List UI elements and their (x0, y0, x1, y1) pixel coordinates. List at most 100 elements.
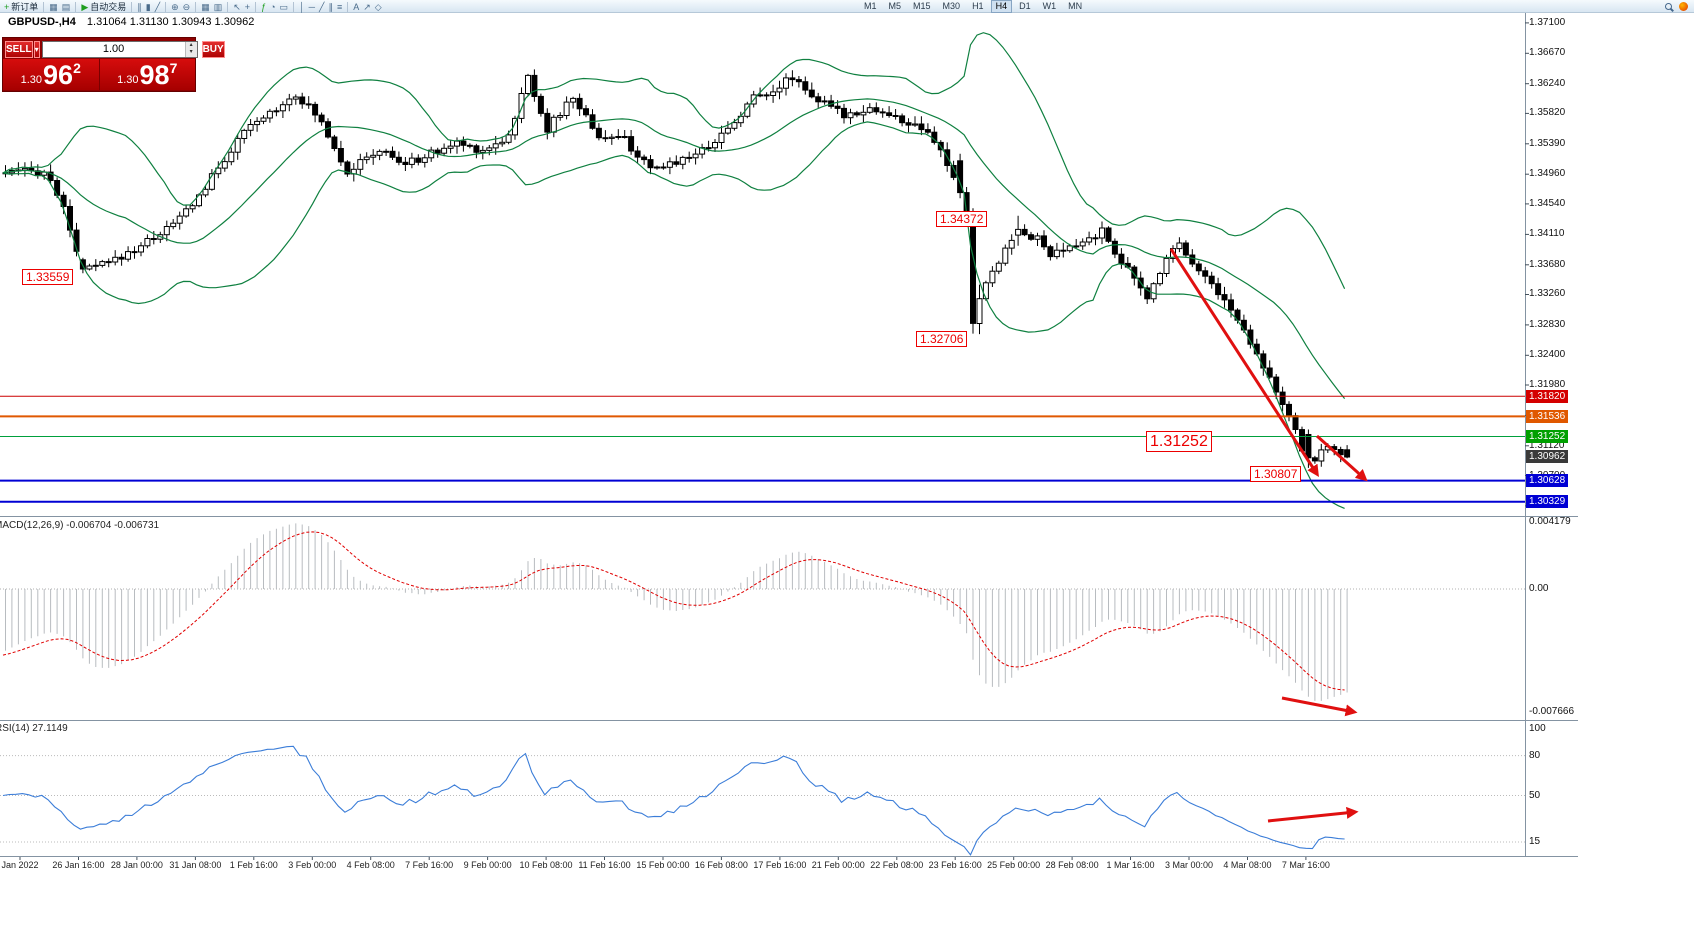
order-mode-dropdown[interactable]: ▾ (33, 40, 40, 58)
indicators-icon-glyph: ƒ (261, 1, 267, 12)
line-chart-icon-glyph: ╱ (154, 1, 161, 12)
macd-panel (0, 523, 1525, 701)
notification-icon[interactable] (1679, 2, 1688, 11)
line-chart-icon[interactable]: ╱ (153, 0, 162, 13)
crosshair-icon[interactable]: + (243, 0, 252, 13)
toolbar-separator (131, 1, 133, 12)
fibonacci-icon[interactable]: ≡ (335, 0, 344, 13)
timeframe-button-w1[interactable]: W1 (1042, 1, 1057, 11)
arrow-object-icon[interactable]: ↗ (361, 0, 373, 13)
autotrading-button-label: 自动交易 (90, 1, 127, 12)
timeframe-button-m15[interactable]: M15 (913, 1, 931, 11)
trend-arrow[interactable] (1315, 434, 1368, 482)
charts-windows-icon[interactable]: ▦ (47, 0, 60, 13)
vertical-line-icon[interactable]: │ (297, 0, 307, 13)
price-annotation[interactable]: 1.33559 (22, 269, 74, 286)
cascade-windows-icon[interactable]: ▥ (212, 0, 225, 13)
new-order-button-glyph: + (4, 1, 10, 12)
tile-windows-icon[interactable]: ▦ (199, 0, 212, 13)
trend-arrow[interactable] (1267, 806, 1359, 823)
text-label-icon[interactable]: A (351, 0, 361, 13)
main-toolbar: + 新订单 ▦ ▤ ▶ 自动交易 ∥ ▮ ╱ ⊕ ⊖ ▦ ▥ ↖ + ƒ ◔ ▭ │ ─ ╱ ∥ ≡ A ↗ ◇ M1 M5 M15 M… (0, 0, 1694, 13)
timeframe-button-h1[interactable]: H1 (972, 1, 984, 11)
toolbar-separator (195, 1, 197, 12)
trade-controls-row: SELL ▾ ▴ ▾ BUY (3, 38, 225, 59)
sell-price-display[interactable]: 1.30 96 2 (3, 59, 99, 90)
new-order-button-label: 新订单 (11, 1, 39, 12)
rsi-indicator-label: RSI(14) 27.1149 (0, 723, 68, 734)
sell-price-big-digits: 96 (43, 60, 74, 90)
buy-button[interactable]: BUY (201, 40, 225, 58)
volume-input[interactable] (42, 41, 185, 57)
timeframe-button-m5[interactable]: M5 (888, 1, 902, 11)
shapes-icon[interactable]: ◇ (373, 0, 384, 13)
timeframe-button-m1[interactable]: M1 (864, 1, 877, 11)
sell-price-pip-digit: 2 (73, 60, 81, 76)
price-annotation[interactable]: 1.30807 (1250, 466, 1302, 483)
periods-icon[interactable]: ◔ (268, 0, 277, 13)
indicators-icon[interactable]: ƒ (259, 0, 268, 13)
timeframe-button-m30[interactable]: M30 (942, 1, 961, 11)
toolbar-separator (227, 1, 229, 12)
buy-price-prefix: 1.30 (117, 74, 139, 86)
candlestick-chart-icon[interactable]: ▮ (144, 0, 153, 13)
channel-icon-glyph: ∥ (328, 1, 333, 12)
timeframe-toolbar: M1 M5 M15 M30 H1 H4 D1 W1 MN (858, 0, 1088, 13)
price-annotation[interactable]: 1.34372 (936, 211, 988, 228)
macd-indicator-label: MACD(12,26,9) -0.006704 -0.006731 (0, 520, 160, 531)
sell-button[interactable]: SELL (5, 40, 33, 58)
new-order-button[interactable]: + 新订单 (2, 0, 40, 13)
candles-layer (2, 69, 1351, 468)
toolbar-right (1665, 1, 1688, 12)
toolbar-buttons: + 新订单 ▦ ▤ ▶ 自动交易 ∥ ▮ ╱ ⊕ ⊖ ▦ ▥ ↖ + ƒ ◔ ▭ │ ─ ╱ ∥ ≡ A ↗ ◇ (2, 0, 384, 13)
timeframe-button-h4[interactable]: H4 (990, 0, 1013, 13)
toolbar-separator (347, 1, 349, 12)
templates-icon-glyph: ▭ (279, 1, 289, 12)
main-chart-panel (0, 32, 1525, 509)
templates-icon[interactable]: ▭ (278, 0, 291, 13)
toolbar-separator (165, 1, 167, 12)
volume-field: ▴ ▾ (41, 40, 198, 58)
toolbar-separator (255, 1, 257, 12)
chart-title: GBPUSD-,H4 1.31064 1.31130 1.30943 1.309… (8, 16, 254, 28)
volume-up-button[interactable]: ▴ (184, 41, 197, 49)
trend-arrow[interactable] (1281, 696, 1358, 717)
channel-icon[interactable]: ∥ (326, 0, 335, 13)
price-annotation[interactable]: 1.32706 (916, 331, 968, 348)
bollinger-lower-band (2, 121, 1345, 509)
text-label-icon-glyph: A (353, 1, 360, 12)
timeframe-button-mn[interactable]: MN (1068, 1, 1083, 11)
volume-down-button[interactable]: ▾ (184, 49, 197, 57)
zoom-in-icon[interactable]: ⊕ (169, 0, 181, 13)
fibonacci-icon-glyph: ≡ (336, 1, 343, 12)
autotrading-button-glyph: ▶ (81, 1, 89, 12)
buy-price-big-digits: 98 (139, 60, 170, 90)
toolbar-separator (75, 1, 77, 12)
shapes-icon-glyph: ◇ (374, 1, 382, 12)
macd-signal-line (2, 531, 1345, 691)
autotrading-button[interactable]: ▶ 自动交易 (79, 0, 128, 13)
horizontal-line-icon[interactable]: ─ (307, 0, 317, 13)
rsi-line (2, 745, 1345, 856)
buy-price-display[interactable]: 1.30 98 7 (99, 59, 195, 90)
search-icon[interactable] (1665, 3, 1672, 10)
trendline-icon[interactable]: ╱ (317, 0, 326, 13)
periods-icon-glyph: ◔ (270, 1, 276, 12)
horizontal-line-icon-glyph: ─ (308, 1, 316, 12)
symbol-period-label: GBPUSD-,H4 (8, 16, 76, 28)
profiles-icon[interactable]: ▤ (60, 0, 73, 13)
cursor-icon[interactable]: ↖ (231, 0, 243, 13)
timeframe-button-d1[interactable]: D1 (1019, 1, 1031, 11)
trend-arrow[interactable] (1169, 248, 1319, 478)
cascade-windows-icon-glyph: ▥ (213, 1, 223, 12)
charts-windows-icon-glyph: ▦ (49, 1, 58, 12)
toolbar-separator (43, 1, 45, 12)
vertical-line-icon-glyph: │ (299, 1, 305, 12)
zoom-out-icon[interactable]: ⊖ (181, 0, 193, 13)
bar-chart-icon[interactable]: ∥ (135, 0, 144, 13)
price-annotation[interactable]: 1.31252 (1146, 431, 1212, 453)
zoom-in-icon-glyph: ⊕ (171, 1, 179, 12)
price-divider (98, 59, 100, 90)
profiles-icon-glyph: ▤ (61, 1, 71, 12)
